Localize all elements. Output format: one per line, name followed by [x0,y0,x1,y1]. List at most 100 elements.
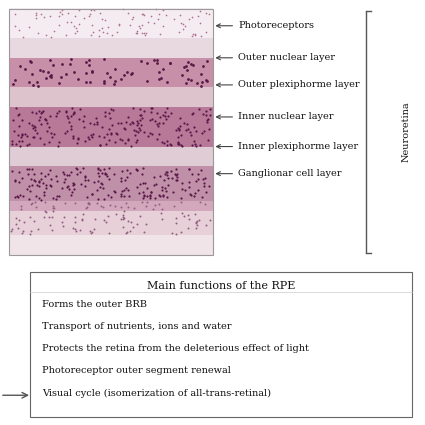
Point [17,133,24,140]
Point [163,187,170,194]
Point [135,119,142,126]
Point [35,30,42,37]
Point [108,131,115,138]
Point [161,139,167,146]
Point [101,79,108,86]
Point [118,191,125,198]
Point [102,112,109,119]
Point [196,20,203,27]
Point [132,29,139,36]
Point [192,190,199,197]
Point [146,195,153,201]
Point [63,108,70,115]
Point [125,113,131,120]
Point [108,129,115,136]
Point [60,179,67,186]
Point [158,210,165,216]
Point [139,180,146,187]
Point [140,188,147,195]
Point [207,112,214,119]
Point [131,132,138,139]
Point [29,125,36,132]
Point [56,108,63,114]
Point [68,169,74,176]
Point [120,215,127,221]
Point [91,7,98,14]
Point [105,192,111,199]
Point [127,228,133,235]
Point [194,186,201,193]
Point [129,120,136,127]
Point [83,204,90,210]
Point [42,32,49,39]
Point [44,68,51,75]
Point [159,6,166,13]
Point [50,62,57,68]
Point [156,193,163,199]
Point [15,123,22,130]
Point [193,225,199,232]
Point [182,62,189,69]
Point [71,13,78,20]
Point [63,108,70,115]
Point [150,181,157,188]
Point [88,190,95,197]
Point [12,105,19,112]
Point [20,219,27,226]
Point [176,29,182,36]
Point [53,172,60,179]
Bar [30,272,412,416]
Point [41,13,48,20]
Point [149,115,156,122]
Point [13,193,20,199]
Point [159,206,165,212]
Point [86,135,93,142]
Point [147,192,153,198]
Point [61,129,68,136]
Point [22,130,28,137]
Point [41,173,48,179]
Point [46,213,53,220]
Point [16,62,23,69]
Point [124,9,131,16]
Point [190,31,196,37]
Point [156,120,163,127]
Point [160,112,167,119]
Point [132,139,139,145]
Point [68,113,74,120]
Point [82,79,89,85]
Text: Outer nuclear layer: Outer nuclear layer [216,53,335,62]
Point [40,191,47,198]
Point [144,193,150,200]
Point [51,28,58,34]
Point [46,181,53,188]
Point [94,119,101,126]
Point [142,202,149,209]
Point [71,23,78,30]
Text: Visual cycle (isomerization of all-trans-retinal): Visual cycle (isomerization of all-trans… [42,388,272,397]
Point [159,187,165,193]
Point [112,210,119,217]
Point [28,201,35,208]
Point [14,112,21,119]
Point [65,9,72,16]
Point [158,216,165,223]
Point [74,165,80,172]
Point [110,188,117,195]
Point [133,137,140,144]
Point [134,221,141,228]
Point [156,200,162,207]
Point [157,173,164,179]
Point [193,127,199,134]
Point [121,208,128,215]
Point [86,62,93,68]
Point [125,187,131,194]
Point [203,221,210,228]
Point [25,170,31,177]
Point [38,11,45,17]
Point [141,229,147,235]
Point [18,138,25,145]
Point [68,189,75,196]
Point [113,130,120,137]
Point [47,13,54,20]
